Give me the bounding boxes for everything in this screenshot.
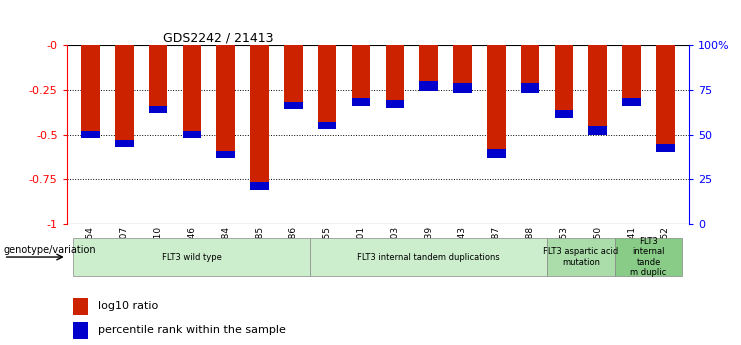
Bar (115, 45, 133, 147)
Bar (588, 127, 607, 135)
Text: FLT3 internal tandem duplications: FLT3 internal tandem duplications (357, 253, 500, 262)
Bar (115, 140, 133, 147)
Bar (521, 83, 539, 93)
Bar (385, 100, 404, 108)
Bar (487, 149, 505, 158)
Bar (81, 131, 100, 138)
Bar (250, 182, 269, 190)
Text: GDS2242 / 21413: GDS2242 / 21413 (163, 31, 273, 44)
Bar (182, 131, 201, 138)
Bar (81, 45, 100, 138)
Bar (615, 238, 682, 276)
Bar (547, 238, 615, 276)
Bar (521, 45, 539, 93)
Bar (656, 45, 675, 152)
Bar (555, 110, 574, 118)
Bar (385, 45, 404, 108)
Bar (555, 45, 574, 118)
Bar (216, 151, 235, 158)
Bar (318, 122, 336, 129)
Text: FLT3
internal
tande
m duplic: FLT3 internal tande m duplic (631, 237, 667, 277)
Text: FLT3 wild type: FLT3 wild type (162, 253, 222, 262)
Text: FLT3 aspartic acid
mutation: FLT3 aspartic acid mutation (543, 247, 619, 267)
Bar (73, 238, 310, 276)
Bar (352, 98, 370, 106)
Bar (310, 238, 547, 276)
Bar (149, 45, 167, 113)
Bar (656, 144, 675, 152)
Bar (73, 322, 88, 339)
Bar (588, 45, 607, 135)
Bar (622, 98, 641, 106)
Bar (284, 102, 302, 109)
Bar (182, 45, 201, 138)
Bar (453, 83, 472, 93)
Bar (419, 45, 438, 91)
Bar (487, 45, 505, 158)
Bar (216, 45, 235, 158)
Bar (419, 81, 438, 91)
Text: log10 ratio: log10 ratio (98, 301, 158, 311)
Text: genotype/variation: genotype/variation (4, 245, 96, 255)
Bar (284, 45, 302, 109)
Bar (73, 298, 88, 315)
Bar (318, 45, 336, 129)
Bar (352, 45, 370, 106)
Bar (250, 45, 269, 190)
Bar (453, 45, 472, 93)
Bar (149, 106, 167, 113)
Text: percentile rank within the sample: percentile rank within the sample (98, 325, 286, 335)
Bar (622, 45, 641, 106)
